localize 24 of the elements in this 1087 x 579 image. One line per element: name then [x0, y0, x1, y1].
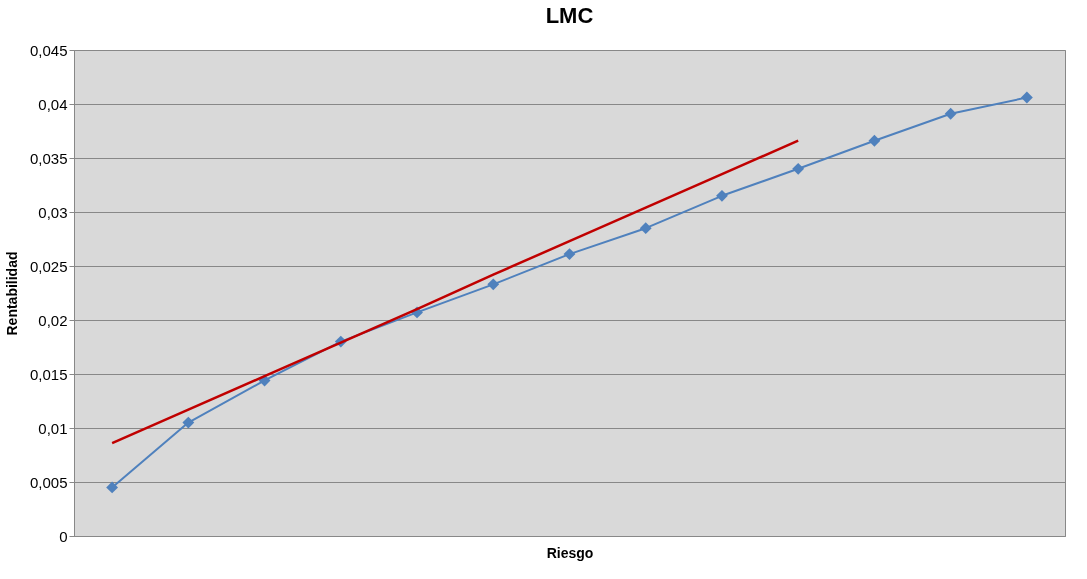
point — [1020, 91, 1033, 104]
y-tick-label: 0,035 — [29, 149, 68, 167]
y-tick-label: 0,03 — [38, 203, 68, 221]
point — [716, 189, 728, 202]
chart-title: LMC — [545, 3, 594, 28]
y-tick-label: 0,045 — [29, 41, 68, 59]
y-tick-label: 0,005 — [29, 473, 68, 491]
point — [639, 222, 652, 235]
y-tick-label: 0,015 — [29, 365, 68, 383]
point — [792, 162, 805, 175]
point — [182, 416, 195, 429]
y-axis-title: Rentabilidad — [3, 251, 20, 336]
point — [563, 248, 576, 261]
y-tick-label: 0,01 — [38, 419, 68, 437]
x-axis-title: Riesgo — [546, 544, 594, 561]
point — [106, 481, 119, 494]
y-tick-label: 0,025 — [29, 257, 68, 275]
line-series — [110, 139, 800, 445]
y-tick-label: 0,04 — [38, 95, 68, 113]
point — [868, 134, 881, 147]
y-tick-label: 0 — [59, 527, 68, 545]
point — [487, 278, 500, 291]
y-tick-label: 0,02 — [38, 311, 68, 329]
point — [944, 107, 957, 120]
